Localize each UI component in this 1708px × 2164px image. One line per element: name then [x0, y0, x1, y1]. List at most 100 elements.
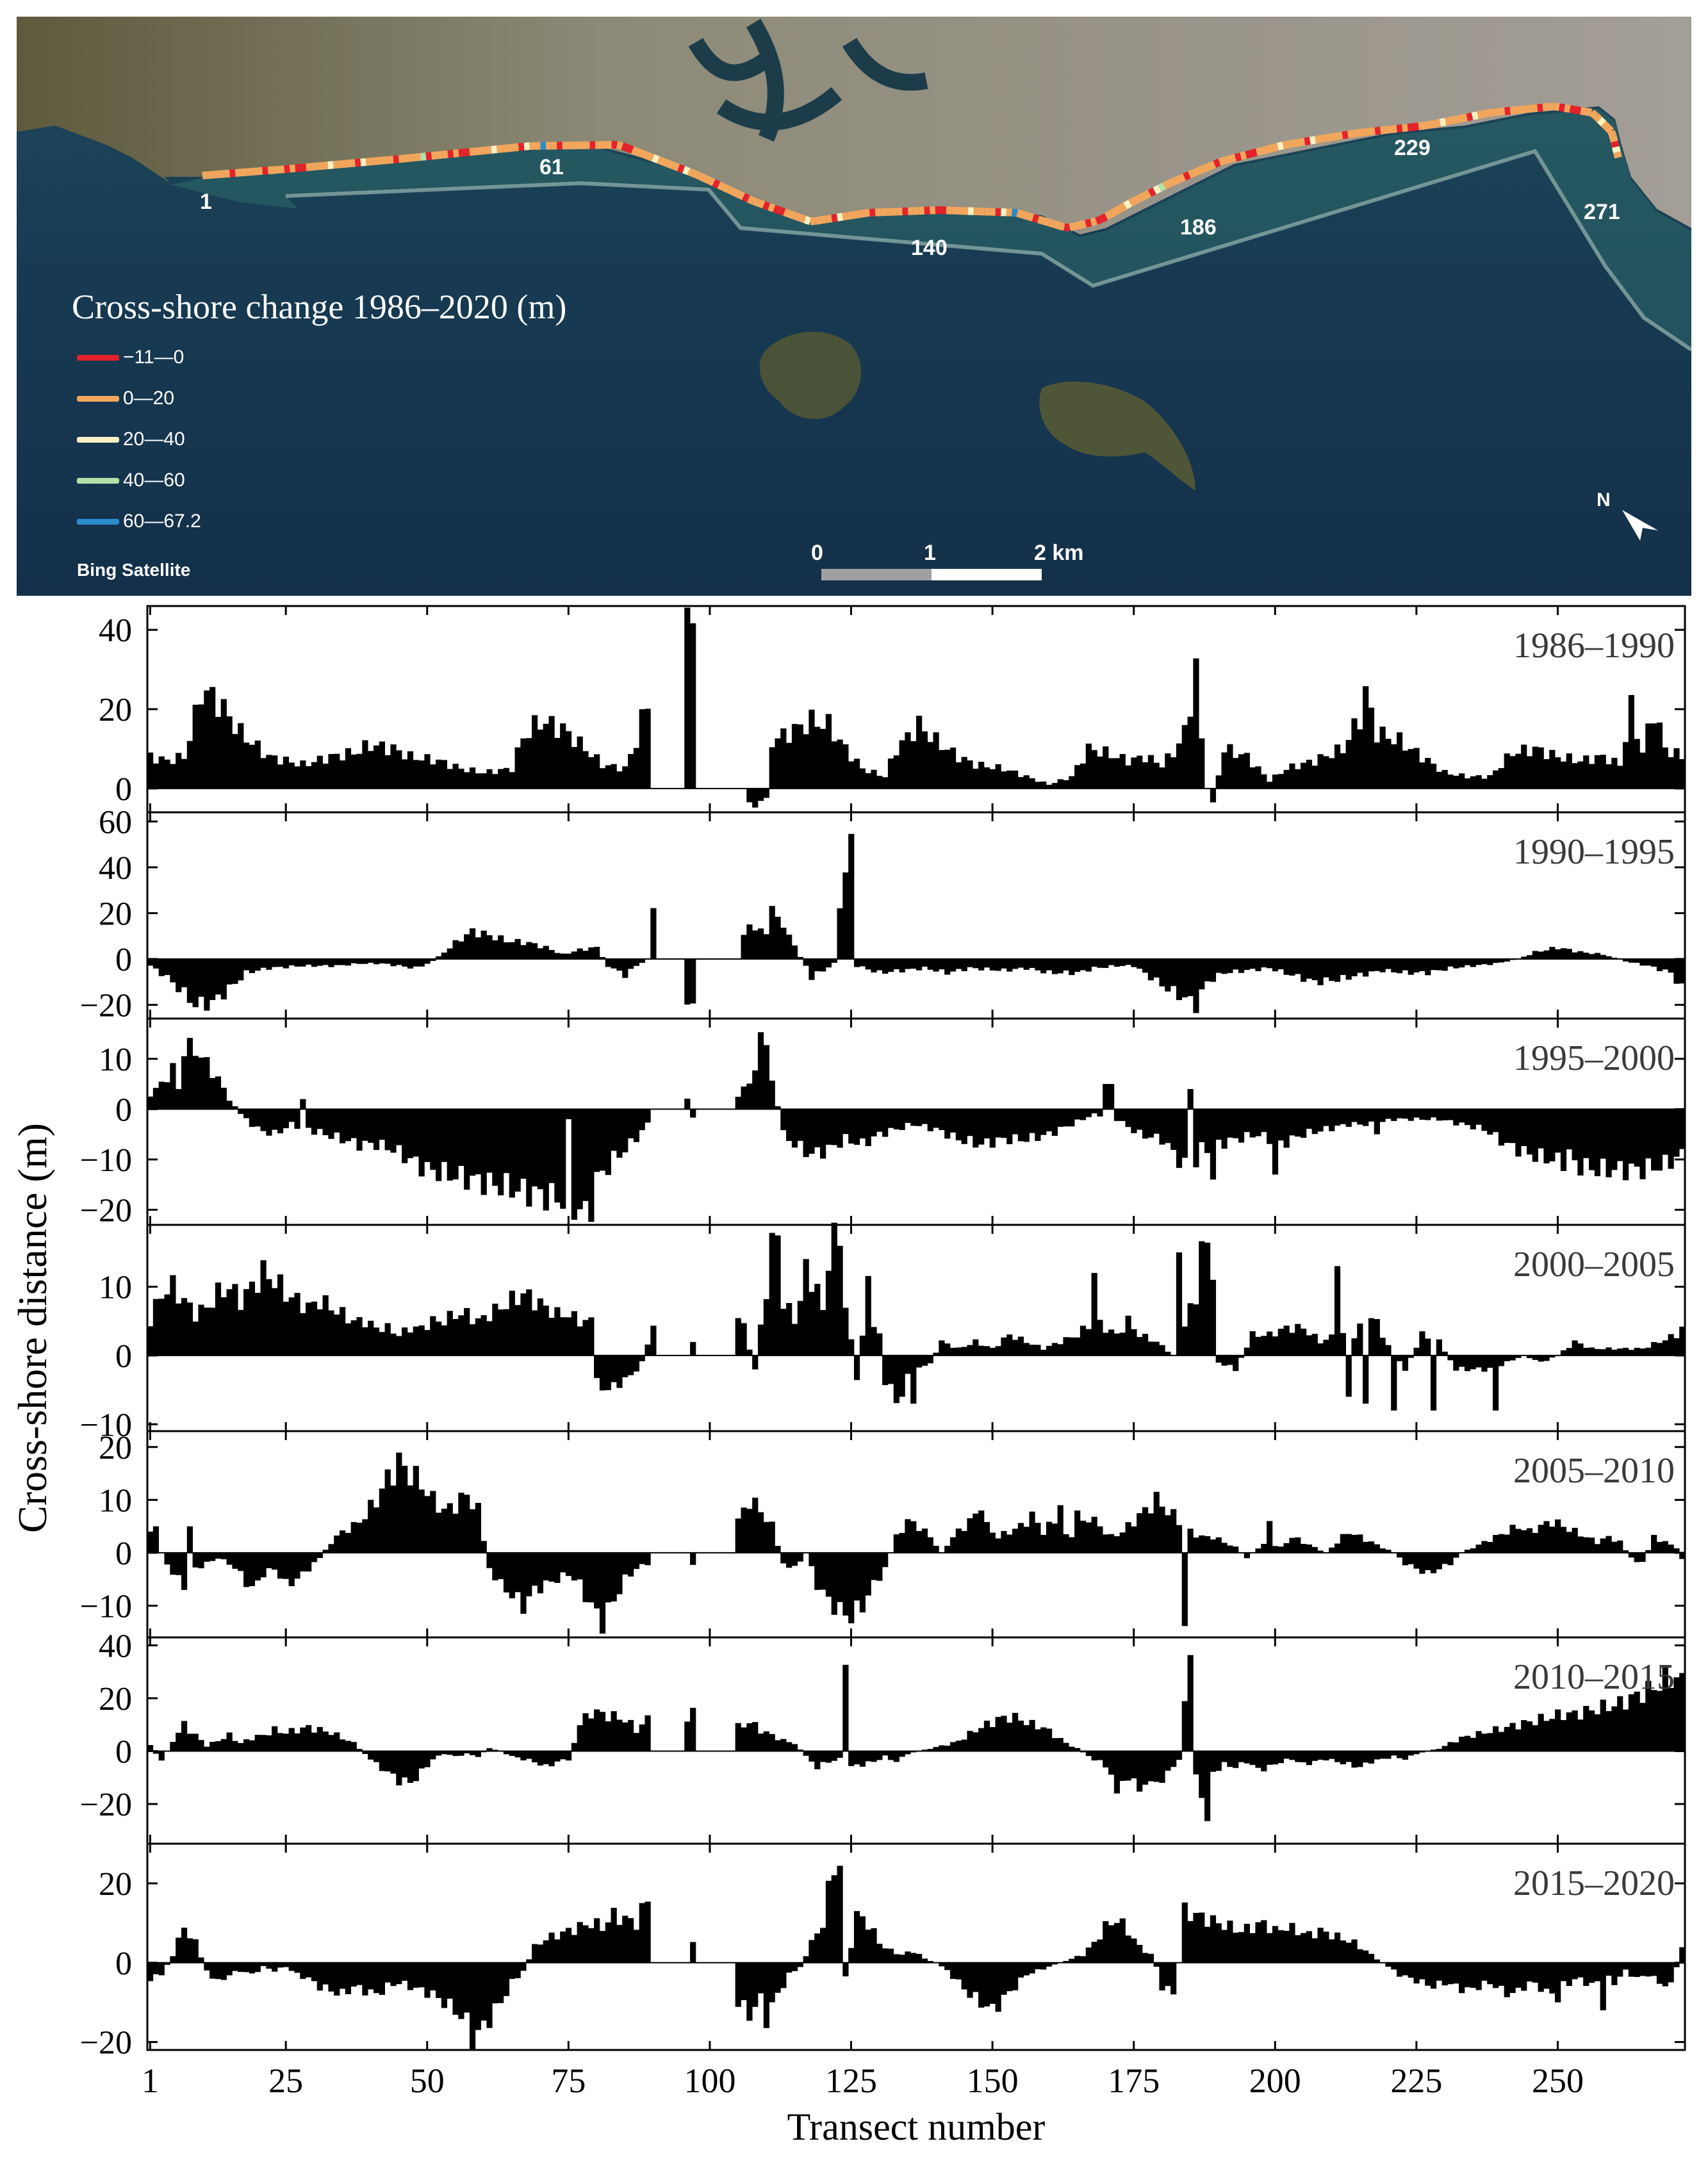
shoreline-transect-segment	[213, 170, 220, 179]
data-bar	[757, 1324, 764, 1356]
data-bar	[560, 1931, 566, 1963]
data-bar	[1639, 1962, 1646, 1976]
data-bar	[1153, 1751, 1160, 1782]
data-bar	[1170, 1751, 1177, 1767]
data-bar	[831, 1875, 837, 1963]
data-bar	[475, 1962, 481, 2030]
data-bar	[514, 747, 521, 789]
data-bar	[1363, 1109, 1369, 1126]
data-bar	[413, 958, 419, 967]
data-bar	[503, 1309, 510, 1356]
data-bar	[1142, 1507, 1149, 1553]
data-bar	[294, 766, 300, 789]
data-bar	[820, 1751, 826, 1762]
data-bar	[752, 788, 759, 808]
data-bar	[418, 760, 425, 789]
data-bar	[316, 1962, 323, 1991]
data-bar	[628, 1918, 634, 1963]
data-bar	[939, 958, 945, 970]
data-bar	[1176, 743, 1183, 789]
data-bar	[1221, 1543, 1228, 1553]
data-bar	[464, 1109, 470, 1190]
data-bar	[577, 1109, 583, 1209]
data-bar	[1249, 1933, 1256, 1963]
data-bar	[871, 769, 877, 789]
data-bar	[1368, 1541, 1375, 1553]
data-bar	[1538, 1525, 1544, 1553]
data-bar	[362, 958, 368, 964]
data-bar	[871, 1327, 877, 1356]
data-bar	[1560, 948, 1567, 959]
data-bar	[1487, 1733, 1493, 1751]
data-bar	[345, 748, 352, 789]
data-bar	[1351, 1109, 1358, 1122]
data-bar	[588, 1109, 595, 1222]
data-bar	[1277, 1546, 1284, 1553]
data-bar	[814, 1933, 821, 1963]
data-bar	[1526, 1109, 1533, 1155]
data-bar	[1566, 753, 1572, 789]
data-bar	[537, 948, 544, 959]
data-bar	[1651, 1109, 1657, 1171]
shoreline-transect-segment	[404, 154, 411, 163]
data-bar	[243, 742, 250, 789]
data-bar	[1063, 1742, 1069, 1751]
data-bar	[791, 945, 798, 959]
data-bar	[611, 1355, 617, 1382]
shoreline-transect-segment	[458, 149, 465, 157]
data-bar	[209, 1742, 216, 1751]
data-bar	[1430, 1552, 1437, 1573]
data-bar	[1272, 1751, 1279, 1765]
chart-panel-frame	[146, 1636, 1686, 1845]
data-bar	[1673, 958, 1680, 984]
data-bar	[192, 1939, 199, 1963]
shoreline-transect-segment	[662, 158, 670, 168]
data-bar	[238, 1109, 244, 1114]
data-bar	[1176, 1252, 1183, 1356]
data-bar	[1549, 1527, 1556, 1553]
data-bar	[413, 1109, 419, 1157]
data-bar	[1063, 1534, 1069, 1553]
y-tick-label: −10	[80, 1407, 132, 1443]
data-bar	[1357, 1534, 1363, 1553]
data-bar	[1125, 1109, 1131, 1127]
data-bar	[1679, 758, 1686, 789]
data-bar	[916, 1355, 923, 1368]
shoreline-transect-segment	[1245, 149, 1252, 159]
data-bar	[933, 1352, 939, 1356]
x-tick-label: 125	[825, 2062, 877, 2100]
data-bar	[1566, 1348, 1572, 1356]
data-bar	[1227, 1751, 1233, 1767]
data-bar	[554, 953, 561, 959]
data-bar	[899, 1751, 905, 1757]
data-bar	[973, 1513, 979, 1553]
legend-swatch	[77, 518, 119, 525]
data-bar	[311, 1732, 318, 1751]
data-bar	[1662, 958, 1668, 970]
data-bar	[1103, 1084, 1109, 1110]
data-bar	[288, 1552, 295, 1587]
data-bar	[1566, 1532, 1572, 1553]
data-bar	[1622, 1550, 1629, 1553]
data-bar	[582, 951, 589, 959]
data-bar	[532, 1109, 538, 1187]
data-bar	[316, 1109, 323, 1129]
data-bar	[430, 1751, 436, 1760]
data-bar	[1249, 958, 1256, 969]
data-bar	[1085, 1751, 1092, 1757]
data-bar	[995, 1346, 1001, 1356]
data-bar	[582, 1109, 589, 1201]
data-bar	[848, 1751, 855, 1766]
data-bar	[594, 754, 600, 789]
data-bar	[1215, 1537, 1222, 1553]
shoreline-transect-segment	[1250, 148, 1258, 158]
data-bar	[486, 1962, 493, 2028]
shoreline-transect-segment	[1229, 154, 1236, 163]
shoreline-transect-segment	[1526, 104, 1532, 113]
data-bar	[503, 1751, 510, 1755]
data-bar	[220, 699, 227, 789]
data-bar	[373, 1751, 380, 1762]
data-bar	[1357, 958, 1363, 973]
data-bar	[853, 1911, 860, 1963]
data-bar	[1521, 956, 1527, 959]
